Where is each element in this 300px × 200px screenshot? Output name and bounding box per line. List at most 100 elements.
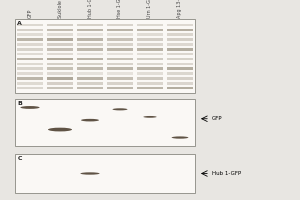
Bar (137, 87, 163, 89)
Text: A: A (17, 21, 22, 26)
Bar (17, 38, 43, 41)
Ellipse shape (20, 106, 40, 109)
Bar (77, 33, 103, 36)
Bar (107, 87, 133, 89)
Ellipse shape (80, 172, 100, 175)
Bar (77, 24, 103, 26)
Text: Hse 1-GFP: Hse 1-GFP (118, 0, 122, 18)
Text: GFP: GFP (28, 9, 32, 18)
Bar (77, 43, 103, 46)
Bar (47, 63, 73, 65)
Bar (15, 154, 195, 193)
Bar (17, 58, 43, 60)
Bar (47, 43, 73, 46)
Bar (47, 53, 73, 55)
Bar (107, 63, 133, 65)
Bar (137, 77, 163, 80)
Bar (47, 87, 73, 89)
Bar (77, 63, 103, 65)
Bar (107, 33, 133, 36)
Text: Apg 13-GFP: Apg 13-GFP (178, 0, 182, 18)
Ellipse shape (172, 136, 188, 139)
Ellipse shape (143, 116, 157, 118)
Bar (137, 24, 163, 26)
Bar (137, 29, 163, 31)
Bar (77, 77, 103, 80)
Bar (167, 24, 193, 26)
Bar (47, 58, 73, 60)
Bar (47, 33, 73, 36)
Bar (17, 29, 43, 31)
Bar (77, 48, 103, 51)
Bar (167, 38, 193, 41)
Text: Urn 1-GFP: Urn 1-GFP (148, 0, 152, 18)
Bar (107, 29, 133, 31)
Bar (17, 43, 43, 46)
Bar (17, 33, 43, 36)
Text: C: C (17, 156, 22, 161)
Bar (15, 19, 195, 93)
Bar (167, 72, 193, 75)
Bar (77, 67, 103, 70)
Text: GFP: GFP (212, 116, 222, 121)
Text: Hub 1-GFP: Hub 1-GFP (212, 171, 241, 176)
Text: Hub 1-GFP: Hub 1-GFP (88, 0, 92, 18)
Bar (47, 24, 73, 26)
Bar (77, 58, 103, 60)
Bar (167, 29, 193, 31)
Bar (17, 77, 43, 80)
Bar (107, 38, 133, 41)
Bar (107, 77, 133, 80)
Bar (137, 58, 163, 60)
Bar (17, 48, 43, 51)
Bar (47, 48, 73, 51)
Bar (137, 63, 163, 65)
Bar (17, 24, 43, 26)
Ellipse shape (112, 108, 128, 110)
Bar (137, 33, 163, 36)
Bar (107, 24, 133, 26)
Bar (47, 77, 73, 80)
Ellipse shape (48, 128, 72, 131)
Bar (77, 38, 103, 41)
Bar (137, 38, 163, 41)
Bar (167, 48, 193, 51)
Bar (47, 82, 73, 85)
Bar (47, 72, 73, 75)
Bar (17, 72, 43, 75)
Bar (107, 72, 133, 75)
Bar (47, 67, 73, 70)
Ellipse shape (81, 119, 99, 121)
Bar (137, 48, 163, 51)
Bar (167, 67, 193, 70)
Bar (17, 67, 43, 70)
Bar (47, 29, 73, 31)
Bar (137, 43, 163, 46)
Bar (77, 72, 103, 75)
Bar (137, 53, 163, 55)
Bar (107, 48, 133, 51)
Bar (47, 38, 73, 41)
Bar (107, 43, 133, 46)
Bar (167, 87, 193, 89)
Bar (15, 99, 195, 146)
Bar (167, 63, 193, 65)
Text: Suklole 3-GFP: Suklole 3-GFP (58, 0, 62, 18)
Bar (137, 82, 163, 85)
Bar (107, 53, 133, 55)
Bar (167, 53, 193, 55)
Bar (77, 82, 103, 85)
Bar (17, 82, 43, 85)
Bar (107, 67, 133, 70)
Bar (137, 67, 163, 70)
Bar (107, 82, 133, 85)
Bar (167, 43, 193, 46)
Bar (77, 87, 103, 89)
Bar (137, 72, 163, 75)
Text: B: B (17, 101, 22, 106)
Bar (107, 58, 133, 60)
Bar (17, 63, 43, 65)
Bar (17, 87, 43, 89)
Bar (77, 53, 103, 55)
Bar (167, 58, 193, 60)
